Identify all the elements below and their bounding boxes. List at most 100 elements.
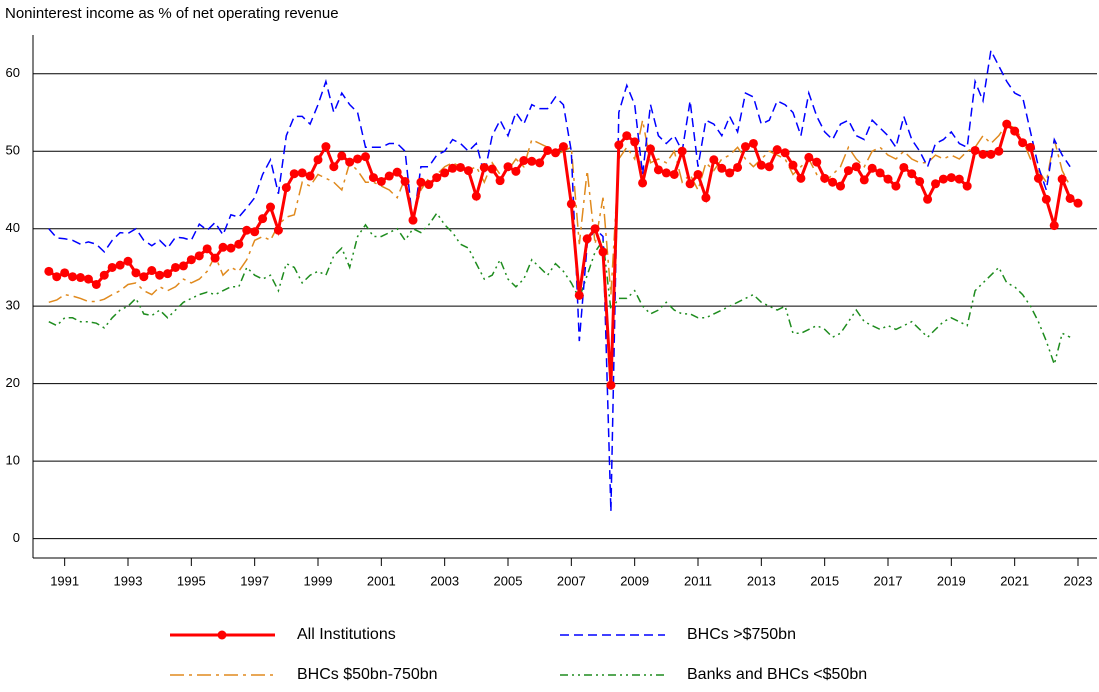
x-tick-label: 2005: [494, 573, 523, 588]
point: [701, 193, 711, 203]
point: [843, 166, 853, 176]
series-line: [48, 48, 1071, 512]
point: [440, 168, 450, 178]
point: [511, 166, 521, 176]
legend-label: All Institutions: [297, 626, 396, 643]
point: [946, 173, 956, 183]
point: [685, 179, 695, 189]
point: [503, 162, 513, 172]
point: [163, 269, 173, 279]
x-tick-label: 2019: [937, 573, 966, 588]
x-tick-label: 2013: [747, 573, 776, 588]
point: [812, 157, 822, 167]
x-tick-label: 1995: [177, 573, 206, 588]
point: [139, 272, 149, 282]
point: [527, 156, 537, 166]
point: [1057, 174, 1067, 184]
point: [1073, 198, 1083, 208]
point: [764, 162, 774, 172]
point: [931, 179, 940, 189]
point: [266, 202, 275, 212]
point: [986, 149, 996, 159]
legend-label: BHCs $50bn-750bn: [297, 666, 438, 683]
chart-title: Noninterest income as % of net operating…: [5, 5, 339, 22]
point: [709, 155, 719, 165]
point: [590, 224, 600, 234]
point: [804, 152, 814, 162]
point: [471, 191, 481, 201]
point: [99, 270, 109, 280]
point: [226, 243, 236, 253]
legend-label: BHCs >$750bn: [687, 626, 796, 643]
point: [376, 176, 386, 186]
x-tick-label: 2015: [810, 573, 839, 588]
point: [297, 168, 307, 178]
legend-label: Banks and BHCs <$50bn: [687, 666, 867, 683]
point: [400, 176, 410, 186]
point: [210, 253, 220, 263]
point: [638, 178, 648, 188]
x-tick-label: 2001: [367, 573, 396, 588]
point: [258, 214, 268, 224]
x-tick-label: 2017: [874, 573, 903, 588]
point: [883, 174, 893, 184]
point: [202, 244, 212, 254]
point: [661, 168, 671, 178]
x-tick-label: 2003: [430, 573, 459, 588]
y-tick-label: 20: [6, 375, 20, 390]
point: [408, 215, 418, 225]
point: [147, 266, 157, 276]
point: [907, 169, 917, 179]
point: [693, 169, 703, 179]
point: [250, 227, 260, 237]
point: [68, 272, 78, 282]
point: [76, 273, 85, 283]
point: [622, 131, 632, 141]
point: [1065, 193, 1075, 203]
point: [495, 176, 505, 186]
point: [899, 162, 909, 172]
point: [329, 162, 339, 172]
point: [273, 225, 283, 235]
x-tick-label: 1997: [240, 573, 269, 588]
point: [234, 239, 244, 249]
point: [717, 163, 727, 173]
x-tick-label: 2021: [1000, 573, 1029, 588]
point: [606, 380, 616, 390]
point: [1018, 138, 1028, 148]
point: [646, 144, 655, 154]
x-tick-label: 2023: [1064, 573, 1093, 588]
point: [345, 157, 355, 167]
y-tick-label: 10: [6, 453, 20, 468]
y-tick-label: 60: [6, 65, 20, 80]
point: [1041, 194, 1051, 204]
point: [91, 279, 101, 289]
point: [867, 163, 877, 173]
point: [828, 177, 838, 187]
point: [923, 194, 933, 204]
point: [566, 199, 576, 209]
point: [978, 149, 988, 159]
point: [519, 156, 529, 166]
point: [44, 266, 54, 276]
point: [970, 145, 980, 155]
point: [875, 168, 885, 178]
series-line: [48, 211, 1071, 367]
point: [891, 181, 901, 191]
point: [83, 274, 93, 284]
point: [456, 162, 465, 172]
point: [218, 242, 228, 252]
point: [820, 173, 830, 183]
point: [677, 146, 687, 156]
point: [614, 140, 624, 150]
point: [630, 137, 640, 147]
point: [368, 173, 378, 183]
point: [242, 225, 252, 235]
x-tick-label: 2011: [684, 573, 712, 588]
point: [796, 173, 806, 183]
point: [1026, 142, 1035, 152]
x-tick-label: 1991: [50, 573, 79, 588]
point: [186, 255, 196, 265]
x-tick-label: 2007: [557, 573, 586, 588]
